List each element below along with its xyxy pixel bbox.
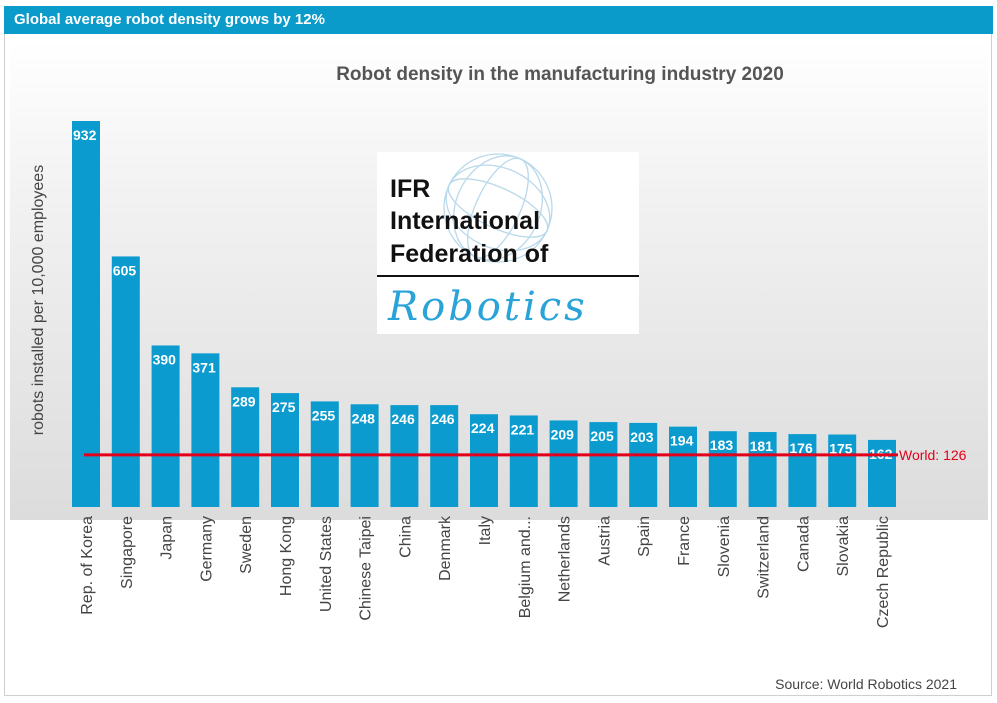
data-label: 175 [829,441,853,457]
data-label: 221 [511,421,535,437]
bar [470,414,498,507]
bar [669,426,697,507]
chart-title: Robot density in the manufacturing indus… [336,64,784,85]
category-label: France [676,516,693,566]
bar [868,439,896,507]
data-label: 275 [272,399,296,415]
data-label: 205 [590,428,614,444]
y-axis-label: robots installed per 10,000 employees [30,165,47,435]
category-label: Canada [795,516,812,572]
category-label: Rep. of Korea [79,516,96,615]
bar [151,345,180,507]
bar [509,415,538,507]
bar [271,393,299,507]
bar [748,432,777,507]
data-label: 203 [630,429,654,445]
data-label: 932 [73,127,97,143]
bar [708,431,737,507]
category-label: Italy [477,516,494,545]
data-label: 176 [789,440,813,456]
category-label: Austria [596,516,613,566]
bar [111,256,140,507]
logo-line-2: International [390,207,540,235]
data-label: 390 [153,351,177,367]
category-label: Hong Kong [278,516,295,596]
category-label: United States [318,516,335,612]
data-label: 246 [431,411,455,427]
data-label: 248 [352,410,376,426]
data-label: 289 [232,393,256,409]
data-label: 183 [710,437,734,453]
category-label: Japan [159,516,176,560]
category-label: Slovakia [835,516,852,577]
data-label: 224 [471,420,495,436]
data-label: 255 [312,407,336,423]
data-label: 246 [391,411,415,427]
category-label: Germany [198,516,215,582]
bar [549,420,578,507]
data-label: 209 [551,426,575,442]
ifr-logo: IFR International Federation of Robotics [377,152,639,334]
logo-line-1: IFR [390,175,430,203]
source-note: Source: World Robotics 2021 [775,676,957,692]
data-label: 605 [113,262,137,278]
bar [589,422,618,507]
bar [231,387,260,507]
data-label: 371 [192,359,216,375]
category-label: China [397,516,414,558]
category-label: Sweden [238,516,255,574]
category-label: Slovenia [716,516,733,577]
globe-icon [443,153,553,263]
chart-frame [4,34,992,696]
bar [828,434,857,507]
logo-script: Robotics [387,284,588,330]
bar [629,422,658,507]
category-label: Czech Republic [875,516,892,628]
category-label: Switzerland [756,516,773,599]
data-label: 181 [750,438,774,454]
bar [788,434,817,507]
category-label: Chinese Taipei [358,516,375,621]
logo-line-3: Federation of [390,240,549,268]
category-label: Netherlands [557,516,574,602]
category-label: Denmark [437,515,454,581]
category-label: Singapore [119,516,136,589]
banner-title: Global average robot density grows by 12… [4,6,993,34]
bar [72,121,100,507]
data-label: 194 [670,433,694,449]
category-label: Spain [636,516,653,557]
category-label: Belgium and... [517,516,534,618]
bar [191,353,220,507]
world-average-label: World: 126 [899,447,967,463]
